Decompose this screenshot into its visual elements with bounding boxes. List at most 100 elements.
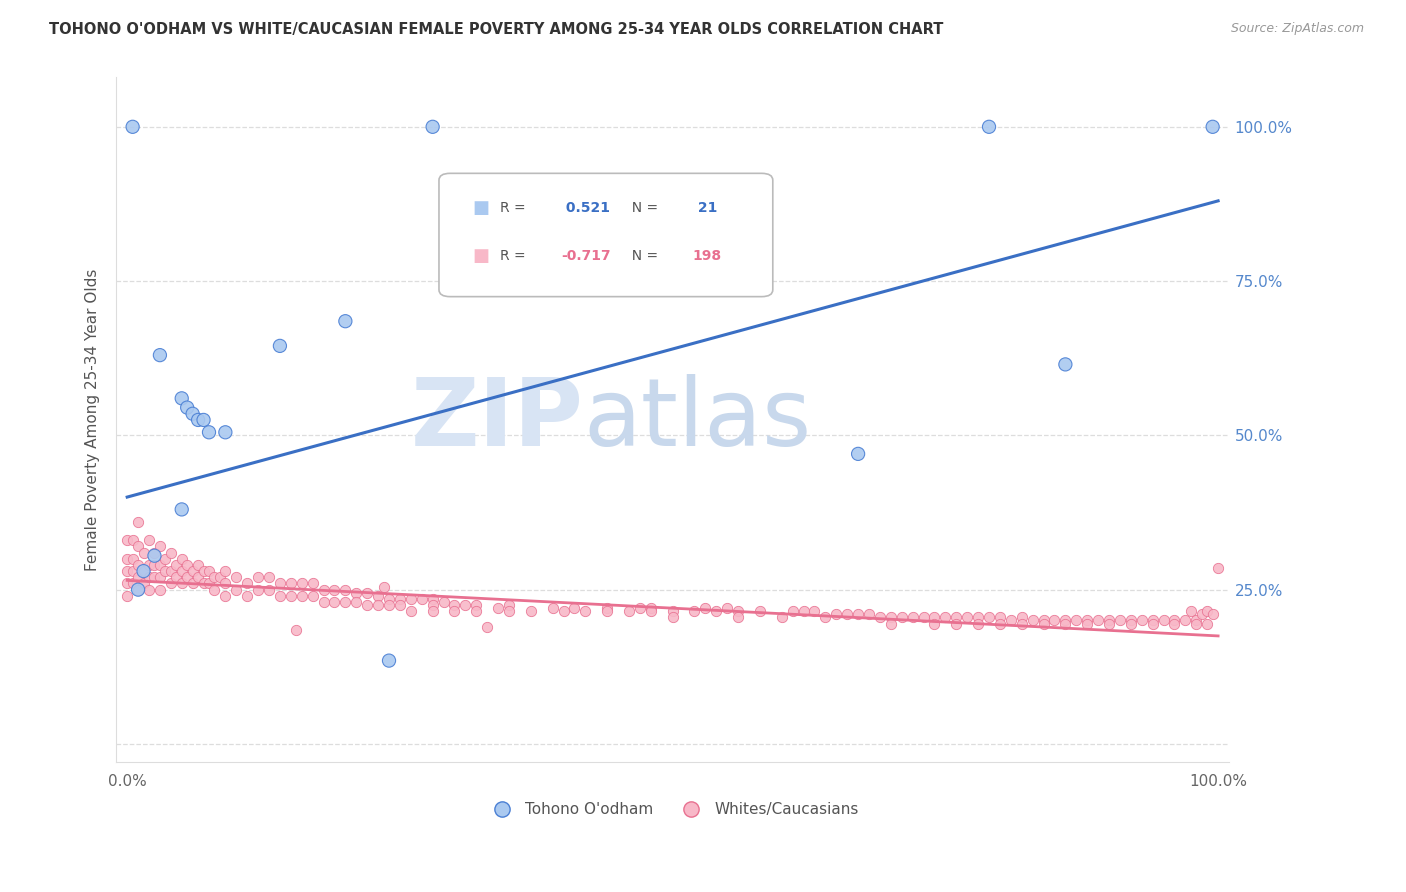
Point [945, 616, 967, 631]
Point [138, 533, 160, 548]
Text: atlas: atlas [583, 374, 811, 466]
Point [1185, 614, 1208, 628]
Point [121, 576, 143, 591]
Point [945, 610, 967, 624]
Point [335, 314, 357, 328]
Point [388, 598, 411, 612]
Point [498, 598, 520, 612]
Point [553, 604, 575, 618]
Point [399, 604, 422, 618]
Point [312, 582, 335, 597]
Point [121, 533, 143, 548]
Point [422, 604, 444, 618]
Point [132, 564, 155, 578]
Text: ■: ■ [472, 199, 489, 217]
Point [149, 348, 172, 362]
Point [803, 604, 825, 618]
Point [269, 589, 291, 603]
Point [181, 564, 204, 578]
Point [967, 610, 990, 624]
Point [934, 610, 956, 624]
Point [356, 598, 378, 612]
Point [115, 576, 138, 591]
Point [176, 401, 198, 415]
Point [1206, 561, 1229, 575]
Text: R =: R = [501, 249, 530, 262]
Point [198, 564, 221, 578]
Point [1185, 616, 1208, 631]
Point [198, 576, 221, 591]
Point [208, 570, 231, 584]
Point [1054, 616, 1077, 631]
Text: 198: 198 [693, 249, 721, 262]
Point [1032, 614, 1054, 628]
Point [236, 576, 259, 591]
Point [1109, 614, 1132, 628]
Point [291, 589, 314, 603]
Point [1098, 616, 1121, 631]
Point [977, 120, 1000, 134]
Text: Source: ZipAtlas.com: Source: ZipAtlas.com [1230, 22, 1364, 36]
Point [121, 551, 143, 566]
Point [1000, 614, 1022, 628]
Point [143, 558, 166, 572]
Point [214, 589, 236, 603]
Point [1153, 614, 1175, 628]
Text: N =: N = [623, 249, 662, 262]
Point [564, 601, 586, 615]
Point [596, 604, 619, 618]
Point [1142, 614, 1164, 628]
Point [912, 610, 935, 624]
Point [127, 515, 149, 529]
Point [225, 582, 247, 597]
Point [269, 576, 291, 591]
Point [344, 595, 367, 609]
Point [149, 540, 172, 554]
Point [378, 591, 401, 606]
Text: 21: 21 [693, 201, 717, 215]
Text: -0.717: -0.717 [561, 249, 612, 262]
Point [159, 564, 181, 578]
Point [170, 502, 193, 516]
Point [924, 616, 946, 631]
Point [193, 413, 215, 427]
Point [323, 595, 346, 609]
Point [143, 549, 166, 563]
Point [187, 558, 209, 572]
Text: ZIP: ZIP [411, 374, 583, 466]
Point [1201, 120, 1223, 134]
Point [155, 564, 177, 578]
Point [187, 413, 209, 427]
Point [127, 558, 149, 572]
Point [880, 610, 903, 624]
Point [138, 582, 160, 597]
Point [187, 570, 209, 584]
Text: R =: R = [501, 201, 530, 215]
Point [115, 551, 138, 566]
Point [335, 582, 357, 597]
Point [121, 564, 143, 578]
Point [628, 601, 651, 615]
Point [170, 576, 193, 591]
Point [312, 595, 335, 609]
Point [477, 620, 499, 634]
Point [486, 601, 509, 615]
Point [837, 607, 859, 622]
Point [617, 604, 640, 618]
Point [465, 598, 488, 612]
Point [727, 604, 749, 618]
Point [1021, 614, 1043, 628]
Point [367, 598, 389, 612]
Point [846, 447, 869, 461]
Point [214, 425, 236, 440]
Point [661, 610, 683, 624]
Point [149, 582, 172, 597]
Point [1011, 616, 1033, 631]
Point [977, 610, 1000, 624]
Text: TOHONO O'ODHAM VS WHITE/CAUCASIAN FEMALE POVERTY AMONG 25-34 YEAR OLDS CORRELATI: TOHONO O'ODHAM VS WHITE/CAUCASIAN FEMALE… [49, 22, 943, 37]
Point [198, 425, 221, 440]
Point [344, 585, 367, 599]
Point [170, 551, 193, 566]
Point [257, 570, 280, 584]
Point [176, 558, 198, 572]
